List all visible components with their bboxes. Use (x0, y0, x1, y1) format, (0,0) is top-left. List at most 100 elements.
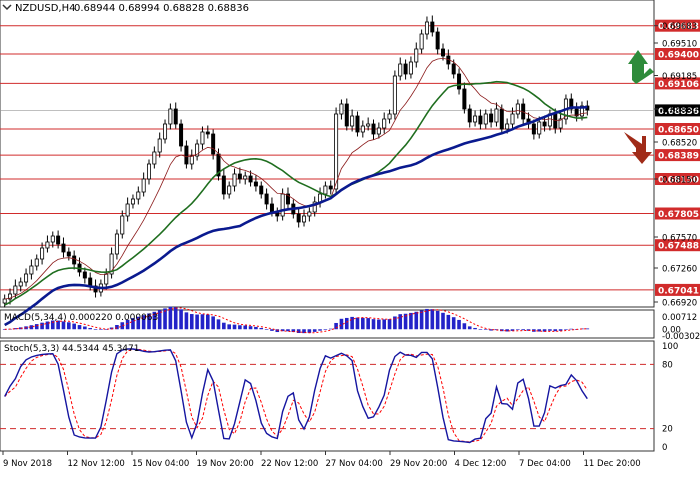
candle-body (510, 113, 515, 125)
candle-body (558, 118, 563, 129)
macd-axis-label: 0.00 (662, 325, 681, 335)
ohlc-label: 0.68944 0.68994 0.68828 0.68836 (74, 3, 249, 14)
stoch-axis-label: 20 (662, 425, 673, 435)
macd-bar (136, 316, 141, 330)
price-axis-label: 0.68850 (662, 106, 697, 116)
arrow-down-icon (624, 132, 652, 164)
macd-bar (131, 318, 135, 330)
macd-axis-label: -0.00302 (662, 332, 700, 342)
macd-bar (419, 310, 424, 330)
macd-bar (147, 313, 151, 330)
candle-body (494, 108, 499, 123)
level-price-label: 0.69106 (658, 80, 699, 90)
level-price-label: 0.68389 (658, 152, 699, 162)
candle-body (350, 115, 355, 127)
current-price-label: 0.68836 (658, 107, 699, 117)
macd-bar (339, 318, 344, 330)
candle-body (189, 155, 194, 165)
macd-bar (542, 329, 547, 332)
macd-bar (232, 324, 237, 330)
macd-axis-label: 0.00712 (662, 313, 697, 323)
stoch-axis-label: 0 (662, 443, 667, 453)
time-axis-label: 27 Nov 04:00 (326, 459, 383, 469)
candle-body (339, 103, 344, 115)
candle-body (398, 63, 403, 77)
candle-body (152, 151, 157, 165)
macd-bar (67, 322, 71, 330)
level-price-tag (655, 173, 700, 185)
macd-bar (248, 326, 253, 330)
level-price-tag (655, 239, 700, 252)
candle-body (569, 98, 574, 110)
price-axis-label: 0.69683 (662, 22, 697, 32)
macd-bar (264, 329, 269, 330)
macd-bar (393, 316, 397, 330)
macd-bar (13, 328, 18, 330)
candle-body (435, 31, 440, 50)
macd-bar (120, 322, 125, 330)
candle-body (344, 103, 349, 127)
macd-bar (168, 306, 173, 330)
candle-body (232, 173, 237, 187)
macd-bar (516, 329, 520, 330)
candle-body (312, 201, 317, 213)
level-price-label: 0.69683 (658, 22, 699, 32)
macd-bar (457, 319, 461, 330)
candle-body (104, 273, 109, 285)
candle-body (392, 75, 397, 115)
macd-bar (280, 329, 285, 332)
macd-bar (195, 314, 199, 330)
candle-body (467, 108, 472, 123)
candle-body (424, 21, 429, 35)
macd-bar (425, 308, 429, 330)
candle-body (307, 211, 312, 217)
macd-bar (200, 314, 205, 330)
candle-body (269, 203, 274, 213)
macd-bar (179, 309, 183, 330)
macd-bar (206, 314, 210, 330)
macd-bar (157, 310, 162, 330)
candle-body (146, 163, 151, 180)
macd-bar (569, 328, 574, 330)
macd-bar (254, 326, 258, 330)
macd-bar (537, 329, 542, 332)
macd-bar (259, 328, 264, 330)
candle-body (157, 138, 162, 153)
macd-bar (152, 311, 157, 330)
candle-body (515, 103, 520, 115)
candle-body (24, 273, 29, 283)
stoch-axis-label: 80 (662, 360, 673, 370)
macd-bar (61, 321, 66, 330)
candle-body (296, 213, 301, 223)
candle-body (505, 123, 510, 130)
candle-body (414, 48, 419, 63)
candle-body (334, 113, 339, 190)
candle-body (93, 285, 98, 293)
candle-body (45, 241, 50, 249)
price-axis-label: 0.69510 (662, 40, 697, 50)
candle-body (285, 193, 290, 205)
candle-body (531, 123, 536, 135)
candle-body (473, 115, 478, 123)
macd-bar (29, 325, 34, 330)
macd-bar (83, 326, 87, 330)
level-price-label: 0.67041 (658, 286, 699, 296)
candle-body (141, 178, 146, 193)
arrow-up-icon (628, 50, 654, 84)
candle-body (489, 113, 494, 123)
candle-body (88, 277, 93, 287)
macd-bar (366, 318, 370, 330)
macd-bar (323, 329, 328, 330)
macd-bar (505, 329, 509, 332)
macd-bar (88, 328, 92, 330)
candle-body (66, 251, 71, 257)
level-price-tag (655, 283, 700, 296)
macd-bar (291, 329, 296, 333)
candle-body (574, 108, 579, 117)
candle-body (18, 281, 23, 287)
candle-body (382, 118, 387, 129)
macd-bar (558, 329, 563, 331)
stoch-title: Stoch(5,3,3) 44.5344 45.3471 (4, 344, 139, 354)
ma-mid-line (4, 80, 588, 306)
candle-body (56, 235, 61, 245)
